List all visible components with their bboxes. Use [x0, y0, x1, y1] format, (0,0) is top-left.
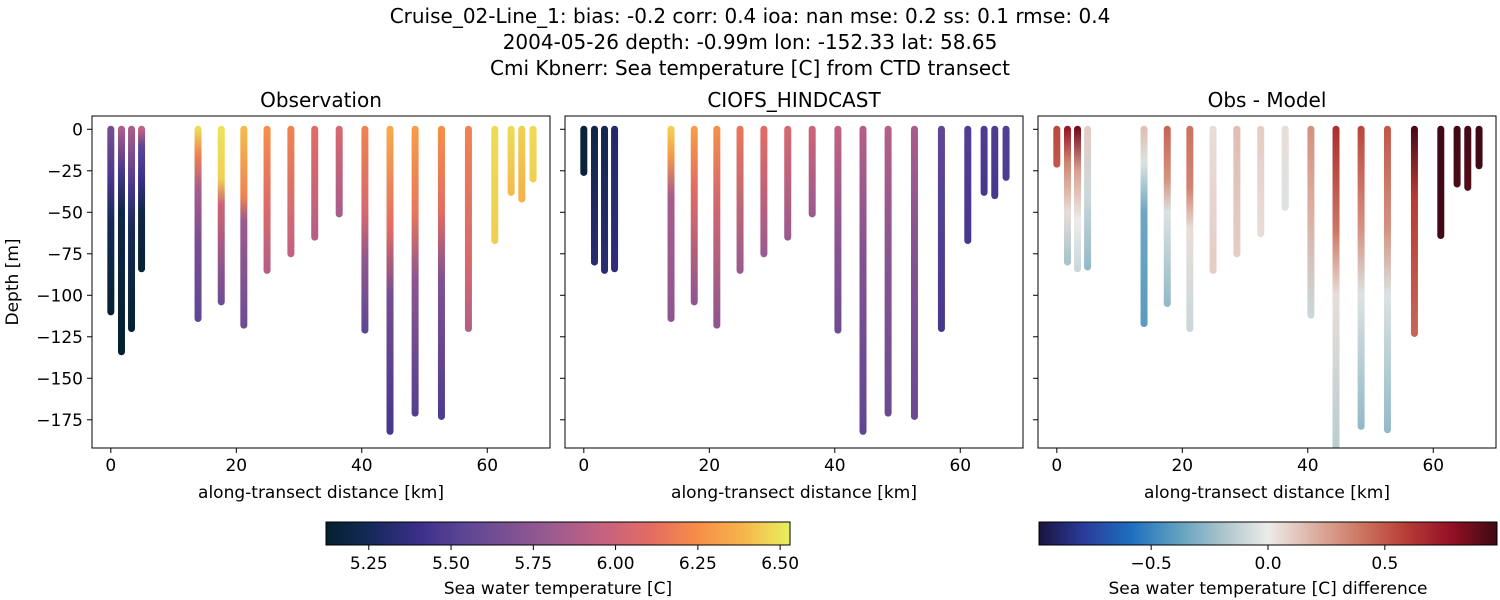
x-tick-label: 0 [1051, 456, 1062, 476]
x-tick-label: 60 [476, 456, 498, 476]
colorbar-tick-label: 0.5 [1371, 554, 1398, 574]
y-axis-label: Depth [m] [3, 238, 23, 325]
figure-title-line-3: Cmi Kbnerr: Sea temperature [C] from CTD… [490, 56, 1010, 80]
y-tick-label: 0 [72, 120, 83, 140]
colorbar-label: Sea water temperature [C] [444, 579, 672, 599]
x-tick-label: 20 [225, 456, 247, 476]
colorbar-tick-label: 6.25 [679, 554, 717, 574]
panel-0: 0 20 40 60 0 −25 −50 −75 −100 −125 −150 −175 Observa… [3, 88, 551, 503]
colorbar-gradient [325, 521, 791, 546]
colorbar-tick-label: 5.75 [514, 554, 552, 574]
colorbar-tick-label: −0.5 [1131, 554, 1172, 574]
y-tick-label: −75 [47, 245, 83, 265]
panel-1-frame [564, 115, 1024, 449]
colorbar-gradient [1038, 521, 1498, 546]
x-tick-label: 20 [1171, 456, 1193, 476]
x-tick-label: 40 [1297, 456, 1319, 476]
colorbar-tick-label: 5.25 [350, 554, 388, 574]
panel-1: 0 20 40 60 CIOFS_HINDCAST along-transect dist… [560, 88, 1024, 503]
colorbar-label: Sea water temperature [C] difference [1108, 579, 1427, 599]
x-tick-label: 40 [351, 456, 373, 476]
y-tick-label: −175 [36, 411, 83, 431]
x-axis-label: along-transect distance [km] [1144, 483, 1390, 503]
colorbar-tick-label: 6.00 [597, 554, 635, 574]
x-tick-label: 20 [698, 456, 720, 476]
y-tick-label: −50 [47, 203, 83, 223]
colorbar-tick-label: 5.50 [432, 554, 470, 574]
figure-title-line-2: 2004-05-26 depth: -0.99m lon: -152.33 la… [502, 30, 998, 54]
panel-0-frame [91, 115, 551, 449]
x-axis-label: along-transect distance [km] [198, 483, 444, 503]
y-tick-label: −100 [36, 286, 83, 306]
x-axis-label: along-transect distance [km] [671, 483, 917, 503]
panel-2-frame [1037, 115, 1497, 449]
panel-title: Obs - Model [1208, 88, 1327, 112]
x-tick-label: 40 [824, 456, 846, 476]
x-tick-label: 0 [578, 456, 589, 476]
colorbar-1: −0.5 0.0 0.5 Sea water temperature [C] diff… [1038, 521, 1498, 599]
panel-1-casts [580, 125, 1010, 435]
figure-title-line-1: Cruise_02-Line_1: bias: -0.2 corr: 0.4 i… [389, 4, 1111, 28]
panel-title: Observation [260, 88, 382, 112]
y-tick-label: −125 [36, 328, 83, 348]
y-tick-label: −150 [36, 369, 83, 389]
x-tick-label: 60 [1422, 456, 1444, 476]
panel-2: 0 20 40 60 Obs - Model along-transect distanc… [1033, 88, 1497, 503]
y-tick-label: −25 [47, 162, 83, 182]
x-tick-label: 0 [105, 456, 116, 476]
panel-title: CIOFS_HINDCAST [707, 88, 881, 112]
colorbar-0: 5.25 5.50 5.75 6.00 6.25 6.50 Sea water temper… [325, 521, 799, 599]
colorbar-tick-label: 6.50 [761, 554, 799, 574]
panel-2-casts [1053, 125, 1483, 448]
x-tick-label: 60 [949, 456, 971, 476]
colorbar-tick-label: 0.0 [1254, 554, 1281, 574]
panel-0-casts [107, 125, 537, 435]
